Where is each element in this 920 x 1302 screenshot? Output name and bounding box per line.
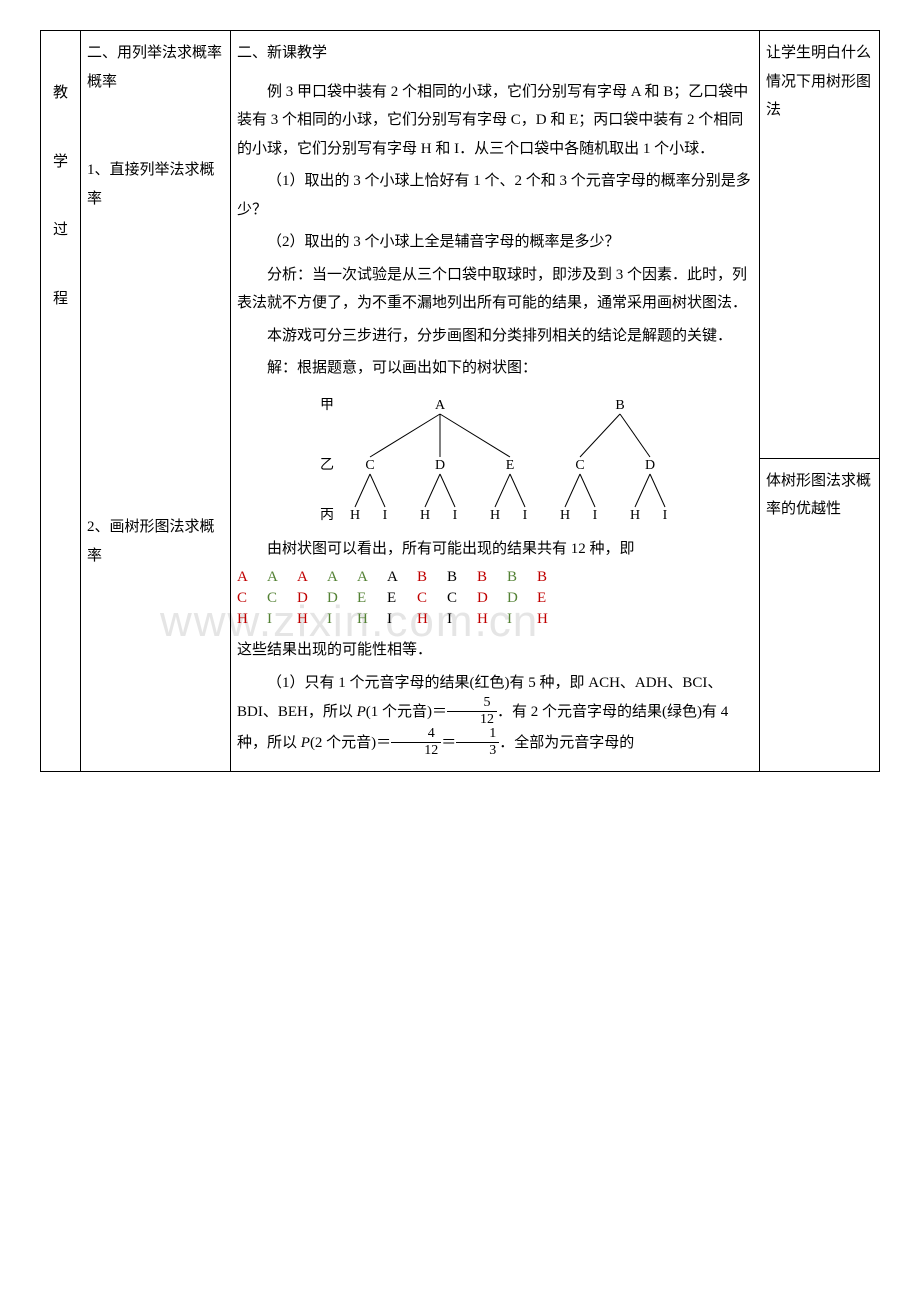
prob-symbol-1: P xyxy=(357,704,366,720)
outcome-cell: C xyxy=(267,588,297,609)
outcome-cell: A xyxy=(327,567,357,588)
tree-l3-7: I xyxy=(593,508,598,523)
col-content-upper: 二、新课教学 例 3 甲口袋中装有 2 个相同的小球，它们分别写有字母 A 和 … xyxy=(231,31,760,772)
outcome-cell: A xyxy=(357,567,387,588)
tree-l3-5: I xyxy=(523,508,528,523)
tree-l2-3: C xyxy=(575,458,584,473)
outcome-cell: H xyxy=(297,609,327,630)
answer-1-e: ．全部为元音字母的 xyxy=(499,735,634,751)
frac2-den: 12 xyxy=(391,743,441,758)
outcome-cell: E xyxy=(387,588,417,609)
tree-l3-0: H xyxy=(350,508,360,523)
outline-item-2: 2、画树形图法求概率 xyxy=(87,513,224,570)
frac-1-3: 13 xyxy=(456,727,499,758)
stage-char-4: 程 xyxy=(47,285,74,314)
tree-l2-4: D xyxy=(645,458,655,473)
lesson-table: 教 学 过 程 二、用列举法求概率概率 1、直接列举法求概率 2、画树形图法求概… xyxy=(40,30,880,772)
frac3-den: 3 xyxy=(456,743,499,758)
col-stage: 教 学 过 程 xyxy=(41,31,81,772)
tree-l3-3: I xyxy=(453,508,458,523)
outcome-cell: I xyxy=(267,609,297,630)
tree-label-bing: 丙 xyxy=(320,508,334,523)
col-note-lower: 体树形图法求概率的优越性 xyxy=(760,458,880,771)
question-1: （1）取出的 3 个小球上恰好有 1 个、2 个和 3 个元音字母的概率分别是多… xyxy=(237,167,753,224)
outcome-cell: B xyxy=(447,567,477,588)
outcome-cell: H xyxy=(237,609,267,630)
tree-l1-0: A xyxy=(435,398,446,413)
outcome-cell: B xyxy=(417,567,447,588)
outcome-cell: I xyxy=(387,609,417,630)
outcome-cell: A xyxy=(237,567,267,588)
frac3-num: 1 xyxy=(456,727,499,743)
note-1: 让学生明白什么情况下用树形图法 xyxy=(766,39,873,125)
outcome-cell: H xyxy=(477,609,507,630)
col-outline: 二、用列举法求概率概率 1、直接列举法求概率 2、画树形图法求概率 xyxy=(81,31,231,772)
tree-l2-1: D xyxy=(435,458,445,473)
example-text: 例 3 甲口袋中装有 2 个相同的小球，它们分别写有字母 A 和 B；乙口袋中装… xyxy=(237,78,753,164)
tree-l3-6: H xyxy=(560,508,570,523)
strategy: 本游戏可分三步进行，分步画图和分类排列相关的结论是解题的关键． xyxy=(237,322,753,351)
after-tree-text: 由树状图可以看出，所有可能出现的结果共有 12 种，即 xyxy=(237,535,753,564)
solution-intro: 解：根据题意，可以画出如下的树状图： xyxy=(237,354,753,383)
outcome-cell: H xyxy=(537,609,567,630)
outcome-cell: A xyxy=(297,567,327,588)
tree-l3-2: H xyxy=(420,508,430,523)
tree-label-jia: 甲 xyxy=(320,398,334,413)
outcome-cell: D xyxy=(327,588,357,609)
frac-4-12: 412 xyxy=(391,727,441,758)
frac1-den: 12 xyxy=(447,712,497,727)
outcome-grid: AAAAAABBBBBCCDDEECCDDEHIHIHIHIHIH xyxy=(237,567,753,630)
outcome-cell: E xyxy=(537,588,567,609)
tree-diagram: 甲 乙 丙 A B C D E C D H I H I H I H xyxy=(310,389,680,529)
tree-l2-2: E xyxy=(506,458,515,473)
col-note-upper: 让学生明白什么情况下用树形图法 xyxy=(760,31,880,459)
outcome-cell: D xyxy=(297,588,327,609)
outcome-cell: A xyxy=(267,567,297,588)
tree-l2-0: C xyxy=(365,458,374,473)
note-2: 体树形图法求概率的优越性 xyxy=(766,467,873,524)
outcome-cell: H xyxy=(417,609,447,630)
tree-l1-1: B xyxy=(615,398,624,413)
tree-l3-8: H xyxy=(630,508,640,523)
stage-char-3: 过 xyxy=(47,216,74,245)
outcome-cell: H xyxy=(357,609,387,630)
answer-1-b: (1 个元音)＝ xyxy=(366,704,447,720)
outline-item-1: 1、直接列举法求概率 xyxy=(87,156,224,213)
frac-5-12: 512 xyxy=(447,696,497,727)
outcome-cell: I xyxy=(447,609,477,630)
outline-heading: 二、用列举法求概率概率 xyxy=(87,39,224,96)
prob-symbol-2: P xyxy=(301,735,310,751)
frac1-num: 5 xyxy=(447,696,497,712)
answer-1: （1）只有 1 个元音字母的结果(红色)有 5 种，即 ACH、ADH、BCI、… xyxy=(237,669,753,760)
outcome-cell: I xyxy=(507,609,537,630)
outcome-cell: D xyxy=(507,588,537,609)
stage-char-2: 学 xyxy=(47,148,74,177)
analysis: 分析：当一次试验是从三个口袋中取球时，即涉及到 3 个因素．此时，列表法就不方便… xyxy=(237,261,753,318)
outcome-cell: B xyxy=(507,567,537,588)
tree-l3-9: I xyxy=(663,508,668,523)
outcome-cell: B xyxy=(537,567,567,588)
outcome-cell: I xyxy=(327,609,357,630)
outcome-cell: C xyxy=(417,588,447,609)
outcome-cell: C xyxy=(237,588,267,609)
question-2: （2）取出的 3 个小球上全是辅音字母的概率是多少？ xyxy=(237,228,753,257)
frac2-num: 4 xyxy=(391,727,441,743)
tree-label-yi: 乙 xyxy=(320,457,334,473)
outcome-cell: D xyxy=(477,588,507,609)
section-title: 二、新课教学 xyxy=(237,39,753,68)
equal-likely-text: 这些结果出现的可能性相等． xyxy=(237,636,753,665)
outcome-cell: C xyxy=(447,588,477,609)
outcome-cell: A xyxy=(387,567,417,588)
outcome-cell: E xyxy=(357,588,387,609)
answer-1-d: (2 个元音)＝ xyxy=(310,735,391,751)
tree-l3-4: H xyxy=(490,508,500,523)
outcome-cell: B xyxy=(477,567,507,588)
stage-char-1: 教 xyxy=(47,79,74,108)
eq-sign: ＝ xyxy=(441,735,456,751)
tree-l3-1: I xyxy=(383,508,388,523)
